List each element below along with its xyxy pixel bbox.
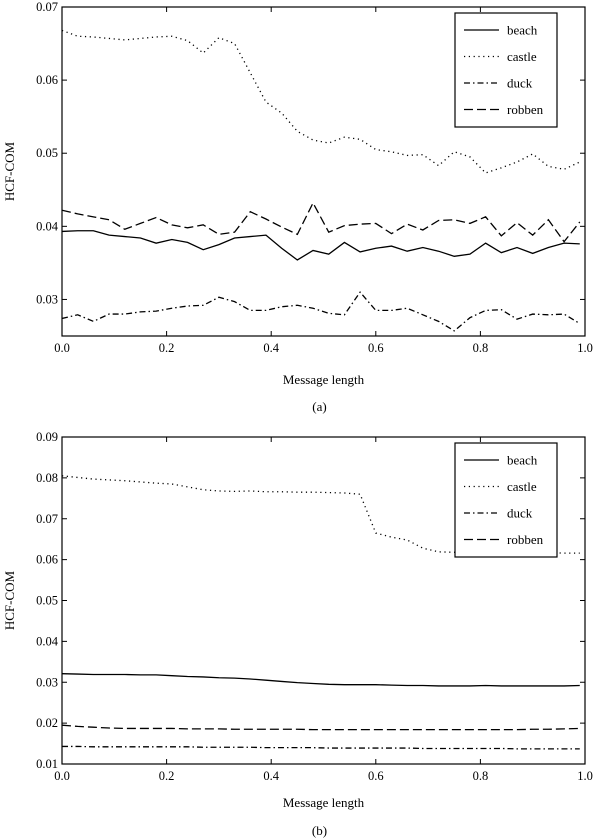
series-line-duck xyxy=(62,745,580,750)
y-tick-label: 0.01 xyxy=(36,757,58,771)
x-tick-label: 0.4 xyxy=(263,769,279,783)
x-tick-label: 0.6 xyxy=(368,341,384,355)
legend-label-duck: duck xyxy=(507,506,533,521)
chart-a: 0.0 0.2 0.4 0.6 0.8 1.0 0.03 0.04 0.05 0.06 0.07 Me… xyxy=(2,0,593,414)
series-line-beach xyxy=(62,673,580,687)
plot-frame xyxy=(61,6,586,337)
figure-caption: (b) xyxy=(312,823,327,838)
x-tick-label: 0.8 xyxy=(473,769,489,783)
legend-box xyxy=(454,12,558,128)
legend-label-castle: castle xyxy=(507,479,537,494)
x-axis-label: Message length xyxy=(283,795,365,810)
series-line-duck xyxy=(62,291,581,332)
y-tick-label: 0.02 xyxy=(36,716,58,730)
x-tick-label: 0.2 xyxy=(159,769,175,783)
x-tick-label: 0.2 xyxy=(159,341,175,355)
legend-label-beach: beach xyxy=(507,453,538,468)
legend-label-beach: beach xyxy=(507,23,538,38)
series-line-beach xyxy=(62,230,580,261)
y-tick-label: 0.03 xyxy=(36,292,58,306)
x-tick-label: 0.0 xyxy=(54,341,70,355)
legend: beach castle duck robben xyxy=(454,442,558,558)
x-tick-label: 0.8 xyxy=(473,341,489,355)
legend-label-robben: robben xyxy=(507,532,544,547)
chart-b: 0.0 0.2 0.4 0.6 0.8 1.0 0.01 0.02 0.03 0.04 0.05 0.… xyxy=(2,430,593,838)
x-tick-label: 0.4 xyxy=(263,341,279,355)
legend-label-duck: duck xyxy=(507,76,533,91)
x-tick-label: 1.0 xyxy=(577,341,593,355)
x-tick-label: 0.0 xyxy=(54,769,70,783)
y-tick-label: 0.09 xyxy=(36,430,58,444)
series-line-castle xyxy=(62,29,581,174)
x-tick-label: 1.0 xyxy=(577,769,593,783)
y-tick-label: 0.07 xyxy=(36,0,58,14)
y-tick-label: 0.06 xyxy=(36,73,58,87)
legend-box xyxy=(454,442,558,558)
y-tick-label: 0.06 xyxy=(36,553,58,567)
legend: beach castle duck robben xyxy=(454,12,558,128)
y-tick-label: 0.07 xyxy=(36,512,58,526)
y-tick-label: 0.03 xyxy=(36,675,58,689)
y-axis-label: HCF-COM xyxy=(2,570,17,630)
y-tick-label: 0.04 xyxy=(36,219,59,233)
legend-label-castle: castle xyxy=(507,49,537,64)
y-tick-label: 0.05 xyxy=(36,594,58,608)
y-tick-label: 0.05 xyxy=(36,146,58,160)
y-tick-label: 0.04 xyxy=(36,634,59,648)
legend-label-robben: robben xyxy=(507,102,544,117)
x-axis-label: Message length xyxy=(283,372,365,387)
series-line-robben xyxy=(62,724,580,731)
figure-caption: (a) xyxy=(312,399,326,414)
y-axis-label: HCF-COM xyxy=(2,141,17,201)
series-line-robben xyxy=(62,201,581,243)
y-tick-label: 0.08 xyxy=(36,471,58,485)
x-tick-label: 0.6 xyxy=(368,769,384,783)
